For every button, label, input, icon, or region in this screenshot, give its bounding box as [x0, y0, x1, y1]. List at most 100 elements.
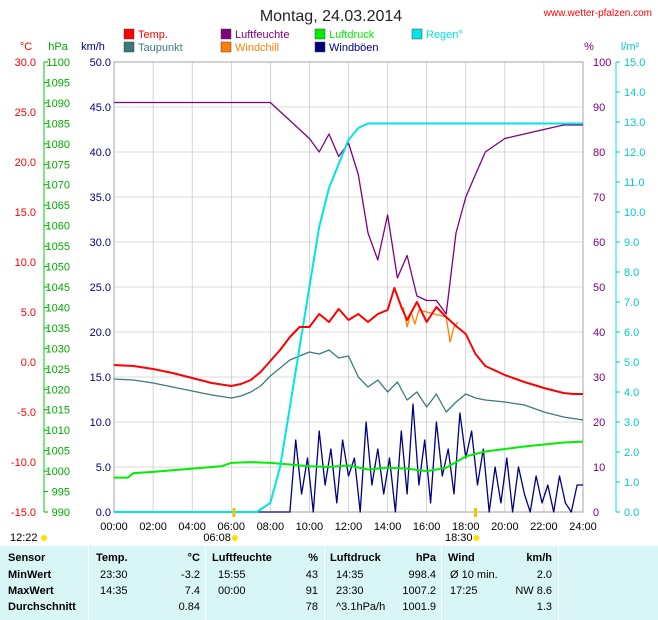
stats-separator	[441, 546, 442, 620]
rain-tick-label: 3.0	[624, 417, 639, 429]
pressure-tick-label: 1040	[46, 302, 70, 314]
stats-label: Durchschnitt	[8, 601, 76, 613]
pressure-tick-label: 1050	[46, 262, 70, 274]
x-tick-label: 22:00	[530, 521, 558, 533]
legend-label: Luftdruck	[329, 29, 375, 41]
website-link[interactable]: www.wetter-pfalzen.com	[543, 8, 652, 19]
pressure-unit-label: hPa	[48, 41, 68, 53]
stats-row: MaxWert 14:35 7.4 00:00 91 23:30 1007.2 17:25 NW…	[0, 585, 658, 600]
pressure-tick-label: 1100	[46, 57, 70, 69]
pressure-tick-label: 1090	[46, 98, 70, 110]
pressure-tick-label: 1015	[46, 405, 70, 417]
rain-tick-label: 4.0	[624, 387, 639, 399]
series-taupunkt	[113, 349, 584, 421]
temp-tick-label: 30.0	[15, 57, 36, 69]
wind-tick-label: 15.0	[90, 372, 111, 384]
stats-separator	[205, 546, 206, 620]
x-tick-label: 10:00	[296, 521, 324, 533]
rain-tick-label: 1.0	[624, 477, 639, 489]
humidity-tick-label: 90	[593, 102, 605, 114]
temp-tick-label: 20.0	[15, 157, 36, 169]
stats-label: MinWert	[8, 569, 52, 581]
series-luftfeuchte	[114, 101, 583, 315]
rain-tick-label: 7.0	[624, 297, 639, 309]
legend-swatch	[220, 28, 232, 40]
x-tick-label: 00:00	[100, 521, 128, 533]
stats-separator	[88, 546, 89, 620]
rain-tick-label: 11.0	[624, 177, 645, 189]
x-tick-label: 06:00	[217, 521, 245, 533]
stats-label: MaxWert	[8, 585, 54, 597]
stats-header-temp: Temp.	[96, 552, 128, 564]
x-tick-label: 04:00	[178, 521, 206, 533]
x-tick-label: 02:00	[139, 521, 167, 533]
rain-tick-label: 2.0	[624, 447, 639, 459]
humidity-tick-label: 80	[593, 147, 605, 159]
humidity-tick-label: 60	[593, 237, 605, 249]
chart-title: Montag, 24.03.2014	[260, 8, 402, 25]
series-windchill	[402, 306, 459, 343]
series-regen	[114, 122, 583, 513]
temp-tick-label: 15.0	[15, 207, 36, 219]
humidity-tick-label: 70	[593, 192, 605, 204]
x-tick-label: 16:00	[413, 521, 441, 533]
series-windböen	[114, 403, 583, 513]
humidity-tick-label: 0	[593, 507, 599, 519]
temp-tick-label: 10.0	[15, 257, 36, 269]
humidity-unit-label: %	[584, 41, 594, 53]
legend-swatch	[220, 41, 232, 53]
stats-hum-val: 91	[305, 585, 318, 597]
x-tick-label: 18:00	[452, 521, 480, 533]
legend-label: Windchill	[235, 42, 279, 54]
wind-unit-label: km/h	[81, 41, 105, 53]
series-luftdruck	[114, 440, 584, 479]
temp-tick-label: -5.0	[17, 407, 36, 419]
pressure-tick-label: 1020	[46, 384, 70, 396]
rain-tick-label: 10.0	[624, 207, 645, 219]
pressure-tick-label: 1060	[46, 221, 70, 233]
pressure-tick-label: 1065	[46, 200, 70, 212]
stats-wind-val: NW 8.6	[515, 585, 552, 597]
wind-tick-label: 50.0	[90, 57, 111, 69]
pressure-tick-label: 990	[52, 507, 70, 519]
wind-tick-label: 0.0	[96, 507, 111, 519]
axes-labels: 30.0 25.0 20.0 15.0 10.0 5.0 0.0 -5.0 -10.0 -15.0…	[11, 57, 646, 533]
sunset-sun-icon	[473, 535, 480, 541]
wind-tick-label: 35.0	[90, 192, 111, 204]
stats-row: MinWert 23:30 -3.2 15:55 43 14:35 998.4 Ø 10 mi…	[0, 569, 658, 584]
x-tick-label: 12:00	[335, 521, 363, 533]
stats-wind-val: 2.0	[536, 569, 552, 581]
pressure-tick-label: 1035	[46, 323, 70, 335]
wind-tick-label: 30.0	[90, 237, 111, 249]
humidity-tick-label: 30	[593, 372, 605, 384]
legend-label: Luftfeuchte	[235, 29, 289, 41]
temp-tick-label: 5.0	[21, 307, 36, 319]
rain-tick-label: 8.0	[624, 267, 639, 279]
x-tick-label: 20:00	[491, 521, 519, 533]
daylength-label: 12:22	[10, 532, 38, 544]
x-tick-label: 14:00	[374, 521, 402, 533]
humidity-tick-label: 20	[593, 417, 605, 429]
legend-swatch	[411, 28, 423, 40]
pressure-tick-label: 1000	[46, 466, 70, 478]
x-tick-label: 08:00	[257, 521, 285, 533]
legend-swatch	[123, 28, 135, 40]
humidity-tick-label: 50	[593, 282, 605, 294]
sunrise-sun-icon	[231, 535, 238, 541]
rain-tick-label: 0.0	[624, 507, 639, 519]
stats-header-sensor: Sensor	[8, 552, 46, 564]
rain-unit-label: l/m²	[621, 41, 640, 53]
stats-press-val: 998.4	[408, 569, 436, 581]
pressure-tick-label: 1075	[46, 159, 70, 171]
stats-hum-val: 78	[305, 601, 318, 613]
rain-tick-label: 13.0	[624, 117, 645, 129]
series-temp	[113, 287, 583, 395]
stats-wind-time: 17:25	[450, 585, 478, 597]
temp-unit-label: °C	[20, 41, 32, 53]
legend-swatch	[314, 28, 326, 40]
stats-press-time: 23:30	[336, 585, 364, 597]
wind-tick-label: 10.0	[90, 417, 111, 429]
stats-header-humidity: Luftfeuchte	[212, 552, 272, 564]
rain-tick-label: 15.0	[624, 57, 645, 69]
stats-wind-time: Ø 10 min.	[450, 569, 498, 581]
